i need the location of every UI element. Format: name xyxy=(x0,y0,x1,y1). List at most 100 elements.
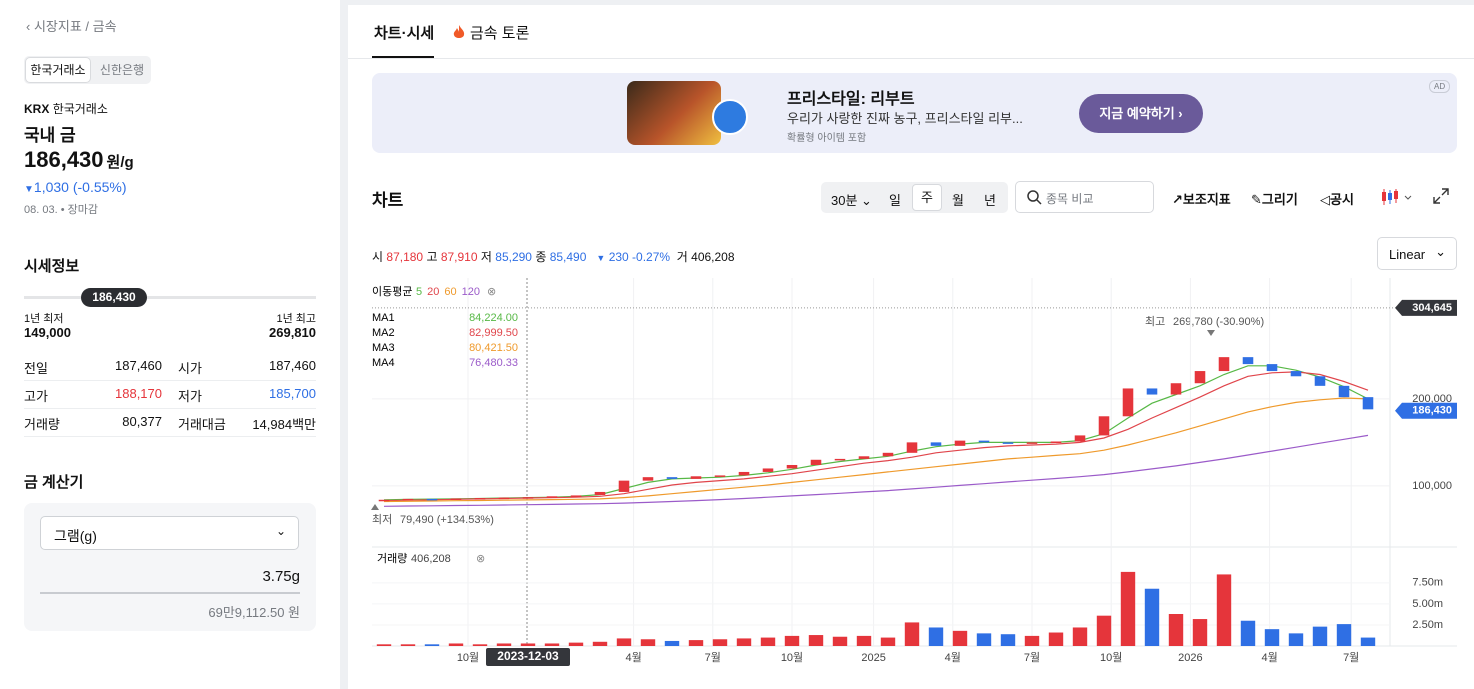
candle xyxy=(954,440,966,446)
ad-description[interactable]: 우리가 사랑한 진짜 농구, 프리스타일 리부... xyxy=(787,111,1023,126)
period[interactable]: 일 xyxy=(889,193,901,208)
candle xyxy=(1314,376,1326,386)
volume-bar xyxy=(760,637,776,646)
chevron[interactable]: ⌄ xyxy=(1435,244,1446,259)
expand-button[interactable] xyxy=(1433,188,1449,204)
status: 장마감 xyxy=(67,204,98,216)
x-tick-label: 4월 xyxy=(1261,651,1277,664)
tool-text[interactable]: 그리기 xyxy=(1261,192,1298,207)
quote-value: 87,910 xyxy=(440,250,478,264)
breadcrumb[interactable]: ‹ 시장지표 / 금속 xyxy=(26,19,117,34)
ad-title[interactable]: 프리스타일: 리부트 xyxy=(787,91,915,108)
chart-type-button[interactable] xyxy=(1380,187,1416,207)
candle xyxy=(1146,388,1158,395)
volume-last: 406,208 xyxy=(411,553,451,565)
candle xyxy=(714,475,726,477)
x-tick-label: 10월 xyxy=(457,651,479,664)
volume-bar xyxy=(1312,626,1328,646)
ma-name: MA2 xyxy=(372,327,395,339)
ad-button[interactable]: 지금 예약하기 › xyxy=(1079,94,1203,133)
price: 186,430 xyxy=(24,147,104,172)
ma-line xyxy=(383,397,1369,503)
ma-name: MA3 xyxy=(372,342,395,354)
candle xyxy=(1266,364,1278,372)
candle xyxy=(618,480,630,492)
compare-search[interactable]: 종목 비교 xyxy=(1015,181,1154,213)
ma-line xyxy=(383,365,1369,501)
unit-select-text[interactable]: 그램(g) xyxy=(54,528,97,544)
volume-bar xyxy=(376,644,392,646)
candle xyxy=(690,476,702,479)
price-unit: 원/g xyxy=(106,154,134,171)
volume-title: 거래량 xyxy=(377,552,407,565)
candle xyxy=(810,459,822,465)
ad-banner[interactable]: 프리스타일: 리부트 우리가 사랑한 진짜 농구, 프리스타일 리부... 확률… xyxy=(372,73,1457,153)
volume-bar xyxy=(1336,624,1352,646)
ad-image[interactable] xyxy=(627,81,721,145)
volume-bar xyxy=(712,639,728,646)
candle xyxy=(1242,357,1254,365)
search-placeholder[interactable]: 종목 비교 xyxy=(1046,192,1094,206)
y-tick-label: 5.00m xyxy=(1412,598,1443,610)
tool[interactable]: ◁공시 xyxy=(1320,192,1354,207)
candle xyxy=(1338,385,1350,398)
quote-label: 시 xyxy=(372,250,384,264)
candle xyxy=(546,496,558,498)
tab[interactable]: 금속 토론 xyxy=(470,25,530,42)
volume-bar xyxy=(928,627,944,646)
volume-bar xyxy=(1192,619,1208,646)
tab[interactable]: 차트·시세 xyxy=(374,25,435,42)
unit-select[interactable]: 그램(g) ⌄ xyxy=(40,516,299,550)
candle xyxy=(450,498,462,500)
x-tick-label: 10월 xyxy=(1100,651,1122,664)
tab-underline xyxy=(372,56,434,58)
volume-bar xyxy=(952,630,968,646)
quote-value: 87,180 xyxy=(386,250,424,264)
volume-bar xyxy=(544,643,560,646)
search-icon[interactable] xyxy=(1027,190,1042,205)
stat-value: 14,984백만 xyxy=(252,417,316,432)
tool-text[interactable]: 공시 xyxy=(1330,192,1354,207)
ad-note: 확률형 아이템 포함 xyxy=(787,133,867,144)
volume-bar xyxy=(856,635,872,646)
scale-text[interactable]: Linear xyxy=(1389,247,1426,262)
quote-label: 거 xyxy=(676,250,688,264)
crosshair-date: 2023-12-03 xyxy=(497,649,559,663)
tool[interactable]: ↗보조지표 xyxy=(1172,192,1231,207)
scale-select[interactable]: Linear ⌄ xyxy=(1377,237,1457,270)
date: 08. 03. xyxy=(24,204,58,216)
tool[interactable]: ✎그리기 xyxy=(1251,192,1298,207)
crosshair-price: 304,645 xyxy=(1412,302,1452,314)
ad-logo[interactable] xyxy=(712,99,748,135)
source-tab[interactable]: 신한은행 xyxy=(99,63,145,77)
volume-bar xyxy=(1072,627,1088,646)
volume-bar xyxy=(592,641,608,646)
source-tab[interactable]: 한국거래소 xyxy=(25,57,91,83)
period[interactable]: 월 xyxy=(952,193,964,208)
volume-bar xyxy=(496,643,512,646)
close-icon[interactable]: ⊗ xyxy=(487,286,496,298)
y-tick-label: 200,000 xyxy=(1412,393,1452,405)
stat-label: 거래량 xyxy=(24,417,60,432)
low-value: 149,000 xyxy=(24,325,71,340)
close-icon[interactable]: ⊗ xyxy=(476,553,485,565)
interval-text[interactable]: 30분 xyxy=(831,193,858,208)
section-title: 시세정보 xyxy=(24,258,80,275)
period[interactable]: 년 xyxy=(984,193,996,208)
period[interactable]: 주 xyxy=(912,184,942,211)
stat-value: 188,170 xyxy=(115,386,162,401)
chart-group: 이동평균 ⊗ 거래량 406,208 최고 269,780 (-30.90%) … xyxy=(371,278,1457,666)
chevron[interactable]: ⌄ xyxy=(275,524,286,538)
volume-bar xyxy=(736,638,752,646)
candle xyxy=(426,498,438,501)
chart: 이동평균 ⊗ 거래량 406,208 최고 269,780 (-30.90%) … xyxy=(371,278,1457,666)
breadcrumb-text[interactable]: 시장지표 / 금속 xyxy=(33,19,117,34)
tool-text[interactable]: 보조지표 xyxy=(1182,192,1231,207)
volume-bar xyxy=(688,640,704,646)
volume-bar xyxy=(1024,635,1040,646)
quote-label: 고 xyxy=(426,250,438,264)
quote-change-text: 230 -0.27% xyxy=(608,250,671,264)
calc-amount[interactable]: 3.75g xyxy=(262,568,300,585)
candle xyxy=(786,464,798,469)
interval[interactable]: 30분 ⌄ xyxy=(831,193,872,208)
